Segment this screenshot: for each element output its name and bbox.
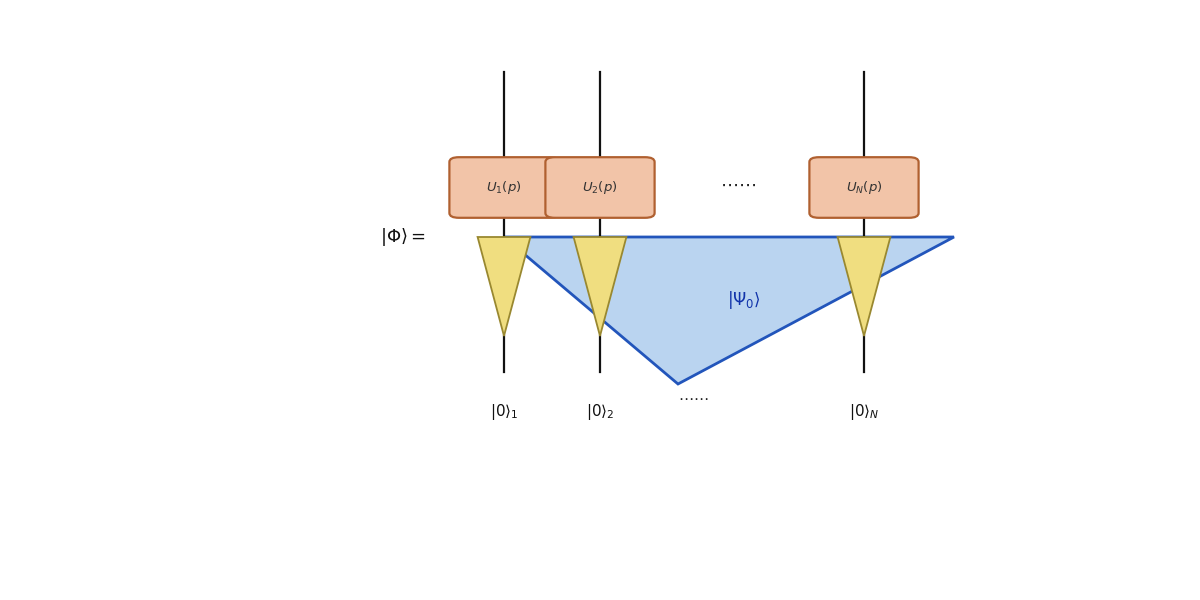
Polygon shape bbox=[574, 237, 626, 336]
FancyBboxPatch shape bbox=[449, 157, 559, 218]
Polygon shape bbox=[478, 237, 530, 336]
Polygon shape bbox=[504, 237, 954, 384]
Text: $U_1(p)$: $U_1(p)$ bbox=[486, 179, 522, 196]
FancyBboxPatch shape bbox=[809, 157, 919, 218]
Text: $|0\rangle_{2}$: $|0\rangle_{2}$ bbox=[586, 402, 614, 422]
Text: $U_2(p)$: $U_2(p)$ bbox=[582, 179, 618, 196]
Text: $U_N(p)$: $U_N(p)$ bbox=[846, 179, 882, 196]
Text: $|0\rangle_{1}$: $|0\rangle_{1}$ bbox=[490, 402, 518, 422]
Polygon shape bbox=[838, 237, 890, 336]
Text: $|0\rangle_{N}$: $|0\rangle_{N}$ bbox=[848, 402, 880, 422]
Text: $\cdots\cdots$: $\cdots\cdots$ bbox=[678, 390, 709, 404]
FancyBboxPatch shape bbox=[545, 157, 655, 218]
Text: $|\Psi_0\rangle$: $|\Psi_0\rangle$ bbox=[727, 289, 761, 311]
Text: $\cdots\cdots$: $\cdots\cdots$ bbox=[720, 176, 756, 194]
Text: $|\Phi\rangle=$: $|\Phi\rangle=$ bbox=[380, 226, 426, 248]
